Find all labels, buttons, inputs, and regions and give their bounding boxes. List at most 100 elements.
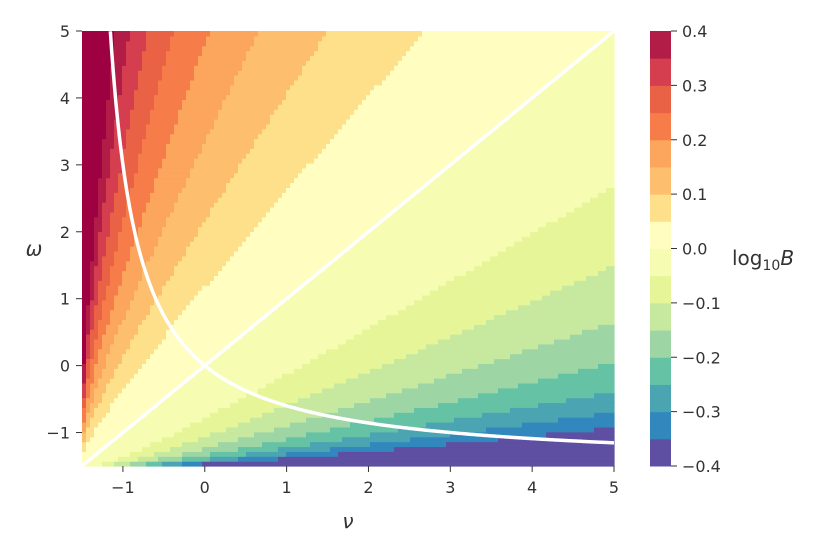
contour-cell [302, 412, 307, 418]
contour-cell [190, 236, 195, 242]
contour-cell [210, 133, 215, 140]
contour-cell [86, 192, 91, 198]
contour-cell [250, 412, 255, 418]
contour-cell [98, 167, 103, 174]
contour-cell [254, 221, 259, 228]
contour-cell [270, 290, 275, 296]
contour-cell [166, 202, 171, 208]
contour-cell [182, 231, 187, 237]
contour-cell [250, 270, 255, 276]
contour-cell [262, 363, 267, 369]
contour-cell [122, 407, 127, 413]
contour-cell [106, 133, 111, 140]
contour-cell [162, 246, 167, 252]
contour-cell [138, 104, 143, 110]
contour-cell [302, 60, 307, 66]
contour-cell [206, 70, 211, 76]
contour-cell [274, 353, 279, 360]
contour-cell [102, 260, 107, 267]
contour-cell [218, 324, 223, 330]
contour-cell [170, 153, 175, 159]
contour-cell [270, 123, 275, 130]
contour-cell [206, 187, 211, 193]
contour-cell [254, 309, 259, 316]
contour-cell [154, 162, 159, 169]
contour-cell [166, 55, 171, 61]
contour-cell [86, 343, 91, 350]
contour-cell [114, 226, 119, 232]
contour-cell [90, 206, 95, 213]
contour-cell [162, 319, 167, 325]
contour-cell [82, 40, 87, 47]
contour-cell [286, 412, 291, 418]
contour-cell [306, 456, 311, 462]
contour-cell [150, 221, 155, 228]
contour-cell [270, 158, 275, 164]
contour-cell [202, 417, 207, 423]
contour-cell [258, 70, 263, 76]
contour-cell [254, 216, 259, 223]
contour-cell [170, 94, 175, 101]
contour-cell [178, 202, 183, 208]
contour-cell [98, 265, 103, 272]
contour-cell [118, 363, 123, 369]
contour-cell [178, 290, 183, 296]
contour-cell [234, 55, 239, 61]
contour-cell [258, 167, 263, 174]
contour-cell [234, 402, 239, 408]
contour-cell [206, 35, 211, 42]
contour-cell [142, 79, 147, 86]
contour-cell [98, 422, 103, 428]
contour-cell [198, 133, 203, 140]
contour-cell [166, 231, 171, 237]
contour-cell [254, 255, 259, 262]
contour-cell [186, 397, 191, 404]
contour-cell [238, 128, 243, 135]
contour-cell [98, 202, 103, 208]
contour-cell [234, 456, 239, 462]
contour-cell [182, 172, 187, 179]
contour-cell [106, 329, 111, 335]
contour-cell [238, 60, 243, 66]
contour-cell [302, 426, 307, 433]
contour-cell [262, 285, 267, 291]
contour-cell [234, 373, 239, 379]
contour-cell [166, 167, 171, 174]
contour-cell [166, 299, 171, 306]
contour-cell [258, 202, 263, 208]
contour-cell [290, 436, 295, 443]
contour-cell [146, 153, 151, 159]
contour-cell [302, 84, 307, 91]
contour-cell [230, 363, 235, 369]
contour-cell [218, 402, 223, 408]
contour-cell [194, 177, 199, 184]
contour-cell [246, 338, 251, 345]
contour-cell [274, 319, 279, 325]
contour-cell [282, 378, 287, 384]
contour-cell [294, 226, 299, 232]
contour-cell [102, 431, 107, 438]
contour-cell [106, 231, 111, 237]
contour-cell [198, 65, 203, 71]
contour-cell [150, 167, 155, 174]
contour-cell [178, 84, 183, 91]
contour-cell [182, 192, 187, 198]
contour-cell [130, 451, 135, 457]
contour-cell [198, 426, 203, 433]
contour-cell [194, 65, 199, 71]
contour-cell [214, 74, 219, 81]
contour-cell [142, 167, 147, 174]
contour-cell [246, 226, 251, 232]
contour-cell [126, 114, 131, 120]
contour-cell [158, 197, 163, 203]
contour-cell [290, 231, 295, 237]
contour-cell [266, 133, 271, 140]
contour-cell [238, 109, 243, 115]
contour-cell [250, 358, 255, 364]
contour-cell [114, 417, 119, 423]
contour-cell [158, 187, 163, 193]
contour-cell [134, 265, 139, 272]
contour-cell [82, 60, 87, 66]
contour-cell [238, 40, 243, 47]
contour-cell [218, 299, 223, 306]
